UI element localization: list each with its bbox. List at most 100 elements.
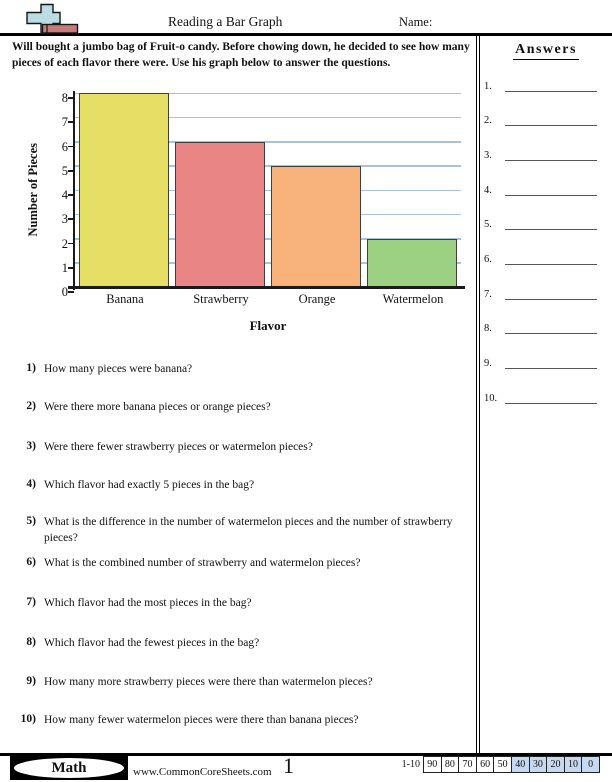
x-axis-title: Flavor — [249, 318, 287, 333]
answer-blank-line — [505, 76, 597, 92]
score-cell: 90 — [423, 755, 442, 773]
question-5: 5) What is the difference in the number o… — [10, 515, 468, 546]
question-8: 8) Which flavor had the fewest pieces in … — [10, 636, 468, 652]
gridline — [75, 238, 461, 240]
category-label-watermelon: Watermelon — [382, 292, 444, 306]
gridline — [75, 189, 461, 191]
answer-number: 3. — [484, 150, 492, 161]
answer-number: 2. — [484, 115, 492, 126]
answer-blank-line — [505, 249, 597, 265]
answer-slot-4: 4. — [484, 180, 597, 196]
question-text: How many pieces were banana? — [44, 363, 193, 375]
page-number: 1 — [283, 753, 294, 778]
y-axis-line — [73, 91, 76, 290]
answer-number: 4. — [484, 185, 492, 196]
score-cell: 50 — [493, 755, 512, 773]
gridline — [75, 165, 461, 167]
math-badge-label: Math — [51, 759, 87, 776]
score-cell: 10 — [563, 755, 583, 773]
y-axis-tick — [68, 218, 74, 221]
question-number: 4) — [26, 478, 36, 490]
question-number: 9) — [26, 675, 36, 687]
answer-number: 1. — [484, 81, 492, 92]
question-7: 7) Which flavor had the most pieces in th… — [10, 596, 468, 612]
answer-blank-line — [505, 353, 597, 369]
answer-blank-line — [505, 180, 597, 196]
y-axis-tick-label: 1 — [61, 260, 68, 275]
score-cell: 80 — [440, 755, 460, 773]
question-text: Were there fewer strawberry pieces or wa… — [44, 441, 313, 453]
question-text: How many more strawberry pieces were the… — [44, 676, 373, 688]
answer-number: 7. — [484, 289, 492, 300]
gridline — [75, 213, 461, 216]
website-text: www.CommonCoreSheets.com — [133, 766, 272, 778]
question-text: Were there more banana pieces or orange … — [44, 401, 271, 413]
bar-watermelon — [367, 238, 457, 287]
y-axis-tick — [68, 266, 74, 269]
answer-slot-3: 3. — [484, 145, 597, 161]
y-axis-tick — [68, 194, 74, 196]
question-number: 8) — [26, 636, 36, 648]
y-axis-tick-label: 2 — [61, 236, 68, 251]
gridline — [75, 141, 461, 143]
question-6: 6) What is the combined number of strawbe… — [10, 556, 468, 572]
question-3: 3) Were there fewer strawberry pieces or … — [10, 440, 468, 456]
answer-slot-9: 9. — [484, 353, 597, 369]
y-axis-tick — [68, 97, 74, 99]
y-axis-tick-label: 6 — [61, 139, 68, 154]
answer-blank-line — [505, 388, 597, 404]
question-number: 1) — [26, 362, 36, 374]
instructions-text: Will bought a jumbo bag of Fruit-o candy… — [12, 41, 470, 69]
math-badge: Math — [10, 756, 128, 780]
y-axis-tick-label: 7 — [61, 115, 68, 130]
question-1: 1) How many pieces were banana? — [10, 362, 468, 378]
gridline — [75, 262, 461, 264]
question-number: 7) — [26, 596, 36, 608]
y-axis-title: Number of Pieces — [25, 143, 40, 237]
answer-number: 9. — [484, 358, 492, 369]
answer-blank-line — [505, 214, 597, 230]
question-text: Which flavor had exactly 5 pieces in the… — [44, 479, 255, 491]
question-4: 4) Which flavor had exactly 5 pieces in t… — [10, 478, 468, 494]
answer-blank-line — [505, 145, 597, 161]
bar-chart: Number of Pieces Banana Strawberry Orang… — [0, 88, 476, 338]
y-axis-tick-label: 4 — [61, 188, 68, 202]
score-cell: 60 — [475, 755, 495, 773]
bar-orange — [271, 165, 361, 287]
answer-slot-6: 6. — [484, 249, 597, 265]
header-rule — [0, 33, 612, 36]
y-axis-tick-label: 3 — [61, 212, 68, 227]
answer-slot-5: 5. — [484, 214, 597, 230]
question-text: What is the combined number of strawberr… — [44, 557, 361, 569]
score-cell: 0 — [581, 755, 600, 773]
question-text: How many fewer watermelon pieces were th… — [44, 714, 359, 726]
y-axis-tick-label: 0 — [61, 285, 68, 299]
plus-brick-logo-icon — [26, 3, 79, 35]
question-number: 2) — [26, 400, 36, 412]
y-axis-tick-label: 5 — [61, 163, 68, 178]
score-cell: 40 — [510, 755, 530, 773]
question-number: 6) — [26, 556, 36, 568]
answer-slot-2: 2. — [484, 110, 597, 126]
score-strip: 90 80 70 60 50 40 30 20 10 0 — [423, 755, 600, 773]
y-axis-tick-label: 8 — [61, 91, 68, 105]
answers-heading: Answers — [513, 42, 579, 60]
answer-blank-line — [505, 318, 597, 334]
question-text: Which flavor had the fewest pieces in th… — [44, 637, 260, 649]
answer-blank-line — [505, 110, 597, 126]
score-cell: 70 — [458, 755, 477, 773]
footer-rule — [0, 753, 612, 756]
answer-number: 5. — [484, 219, 492, 230]
y-axis-tick — [68, 169, 74, 172]
score-range-label: 1-10 — [401, 759, 420, 770]
answer-slot-8: 8. — [484, 318, 597, 334]
score-cell: 30 — [528, 755, 548, 773]
bar-banana — [79, 93, 169, 287]
y-axis-tick — [68, 291, 74, 293]
page-title: Reading a Bar Graph — [168, 14, 283, 29]
question-2: 2) Were there more banana pieces or orang… — [10, 400, 468, 416]
y-axis-tick — [68, 121, 74, 124]
math-badge-ellipse: Math — [14, 758, 124, 778]
answers-divider-line — [476, 35, 480, 753]
